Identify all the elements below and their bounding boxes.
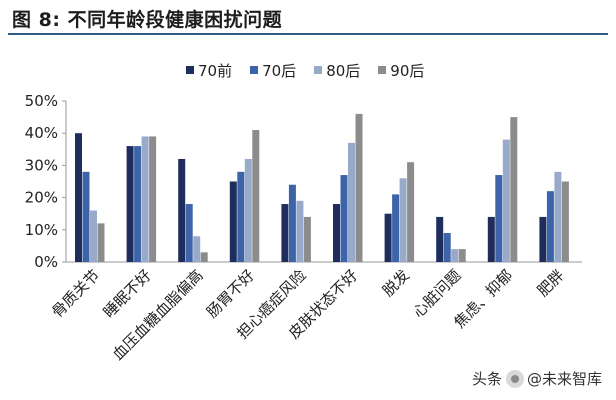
bar — [244, 158, 252, 262]
y-tick-label: 10% — [25, 221, 58, 239]
bar — [237, 171, 245, 262]
legend-swatch — [378, 66, 387, 74]
bar — [252, 129, 260, 262]
bar — [141, 136, 149, 262]
bar — [443, 233, 451, 262]
bar — [384, 213, 392, 262]
bar — [185, 204, 193, 262]
x-tick-label: 骨质关节 — [48, 266, 103, 321]
x-tick-label: 血压血糖血脂偏高 — [109, 266, 207, 364]
bar — [149, 136, 157, 262]
bar — [296, 200, 304, 262]
figure-label: 图 8: — [12, 9, 61, 31]
watermark-prefix: 头条 — [472, 370, 503, 388]
bar — [134, 146, 142, 262]
bar — [348, 142, 355, 262]
bar — [355, 113, 363, 262]
chart-legend: 70前 70后 80后 90后 — [186, 60, 442, 80]
legend-item: 70前 — [186, 60, 232, 81]
bar — [281, 204, 289, 262]
bar — [399, 178, 407, 262]
watermark-account: @未来智库 — [527, 370, 603, 388]
bar — [178, 158, 186, 262]
legend-item: 70后 — [250, 60, 296, 81]
bar — [126, 146, 134, 262]
bar — [333, 204, 340, 262]
bar — [502, 139, 510, 262]
legend-label: 90后 — [390, 61, 425, 80]
watermark: 头条 @未来智库 — [472, 368, 602, 390]
watermark-logo-icon — [506, 369, 525, 388]
y-tick-label: 30% — [25, 156, 58, 174]
legend-swatch — [250, 66, 259, 74]
figure-title-text: 不同年龄段健康困扰问题 — [67, 9, 283, 31]
bar — [539, 216, 547, 262]
legend-item: 90后 — [378, 60, 424, 81]
y-tick-label: 0% — [34, 253, 58, 271]
bar — [97, 223, 105, 262]
legend-label: 70前 — [198, 61, 233, 80]
bar — [554, 171, 562, 262]
bar — [392, 194, 400, 262]
bar — [407, 162, 415, 262]
bar — [510, 117, 518, 262]
x-tick-label: 肥胖 — [534, 266, 568, 300]
bar — [487, 216, 495, 262]
bar — [303, 216, 311, 262]
bar — [75, 133, 82, 262]
figure-title: 图 8: 不同年龄段健康困扰问题 — [12, 5, 282, 32]
bar — [546, 191, 554, 262]
legend-swatch — [186, 66, 194, 74]
bar — [193, 236, 201, 262]
title-divider — [8, 33, 608, 35]
figure-header: 图 8: 不同年龄段健康困扰问题 — [4, 0, 612, 36]
bar — [288, 184, 296, 262]
bar — [340, 175, 348, 262]
legend-label: 80后 — [326, 61, 361, 80]
x-tick-label: 脱发 — [379, 266, 413, 300]
legend-label: 70后 — [262, 61, 297, 80]
y-tick-label: 50% — [25, 92, 58, 110]
y-tick-label: 20% — [25, 189, 58, 207]
bar — [82, 171, 90, 262]
bar — [229, 181, 237, 262]
bar — [451, 249, 459, 262]
legend-item: 80后 — [314, 60, 360, 81]
bar — [495, 175, 503, 262]
bar — [436, 216, 444, 262]
legend-swatch — [314, 66, 323, 74]
y-tick-label: 40% — [25, 124, 58, 142]
bar — [90, 210, 97, 262]
bar — [561, 181, 569, 262]
bar — [200, 252, 208, 262]
bar — [458, 249, 466, 262]
